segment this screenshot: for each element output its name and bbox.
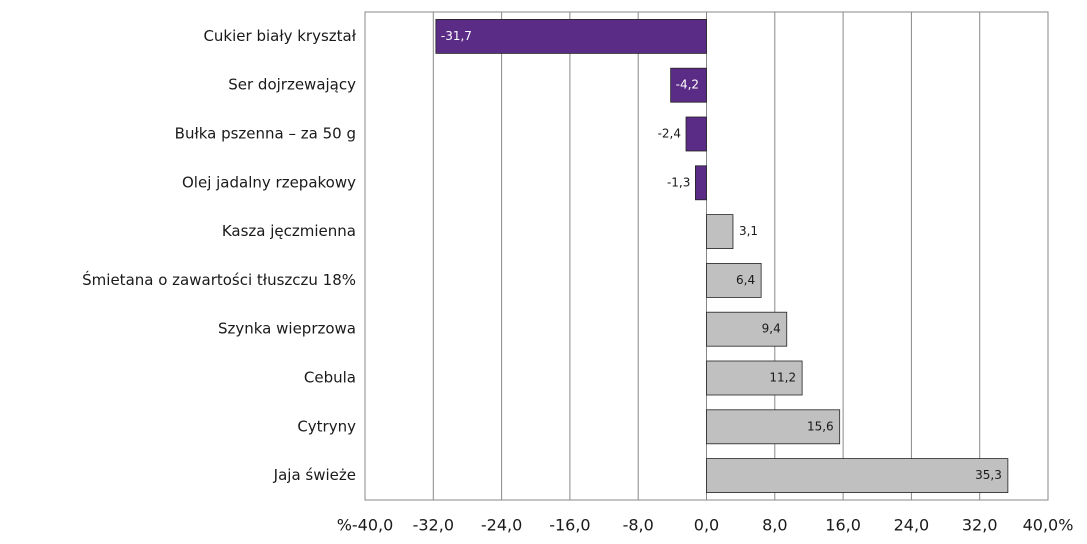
x-tick-label: 40,0%	[1023, 516, 1074, 535]
y-tick-label: Bułka pszenna – za 50 g	[175, 125, 356, 143]
x-tick-label: 0,0	[694, 516, 719, 535]
data-label: -2,4	[658, 127, 681, 141]
x-tick-label: %-40,0	[337, 516, 394, 535]
x-tick-label: 24,0	[894, 516, 930, 535]
y-tick-label: Cukier biały kryształ	[203, 27, 356, 45]
y-tick-label: Jaja świeże	[273, 466, 356, 484]
x-tick-label: -8,0	[623, 516, 654, 535]
data-label: -1,3	[667, 175, 690, 189]
bar	[706, 311, 788, 347]
bar	[706, 360, 803, 396]
bar	[706, 409, 841, 445]
y-tick-label: Kasza jęczmienna	[222, 222, 356, 240]
data-label: -31,7	[441, 29, 472, 43]
plot-border	[364, 11, 1049, 501]
bar	[706, 262, 762, 298]
y-tick-label: Szynka wieprzowa	[218, 320, 356, 338]
y-tick-label: Ser dojrzewający	[228, 76, 356, 94]
data-label: 6,4	[736, 273, 755, 287]
x-tick-label: 8,0	[762, 516, 787, 535]
bar	[706, 458, 1009, 494]
bar	[670, 67, 707, 103]
y-tick-label: Cytryny	[297, 417, 356, 435]
bar	[695, 165, 707, 201]
bar	[435, 18, 707, 54]
bar	[685, 116, 707, 152]
bar	[706, 214, 734, 250]
data-label: 9,4	[762, 322, 781, 336]
x-tick-label: -24,0	[481, 516, 522, 535]
y-tick-label: Olej jadalny rzepakowy	[182, 173, 356, 191]
data-label: 35,3	[975, 468, 1002, 482]
data-label: -4,2	[676, 78, 699, 92]
data-label: 15,6	[807, 419, 834, 433]
x-tick-label: 32,0	[962, 516, 998, 535]
y-tick-label: Cebula	[304, 369, 356, 387]
data-label: 11,2	[769, 371, 796, 385]
x-tick-label: 16,0	[825, 516, 861, 535]
data-label: 3,1	[739, 224, 758, 238]
x-tick-label: -16,0	[549, 516, 590, 535]
x-tick-label: -32,0	[413, 516, 454, 535]
y-tick-label: Śmietana o zawartości tłuszczu 18%	[82, 270, 356, 289]
